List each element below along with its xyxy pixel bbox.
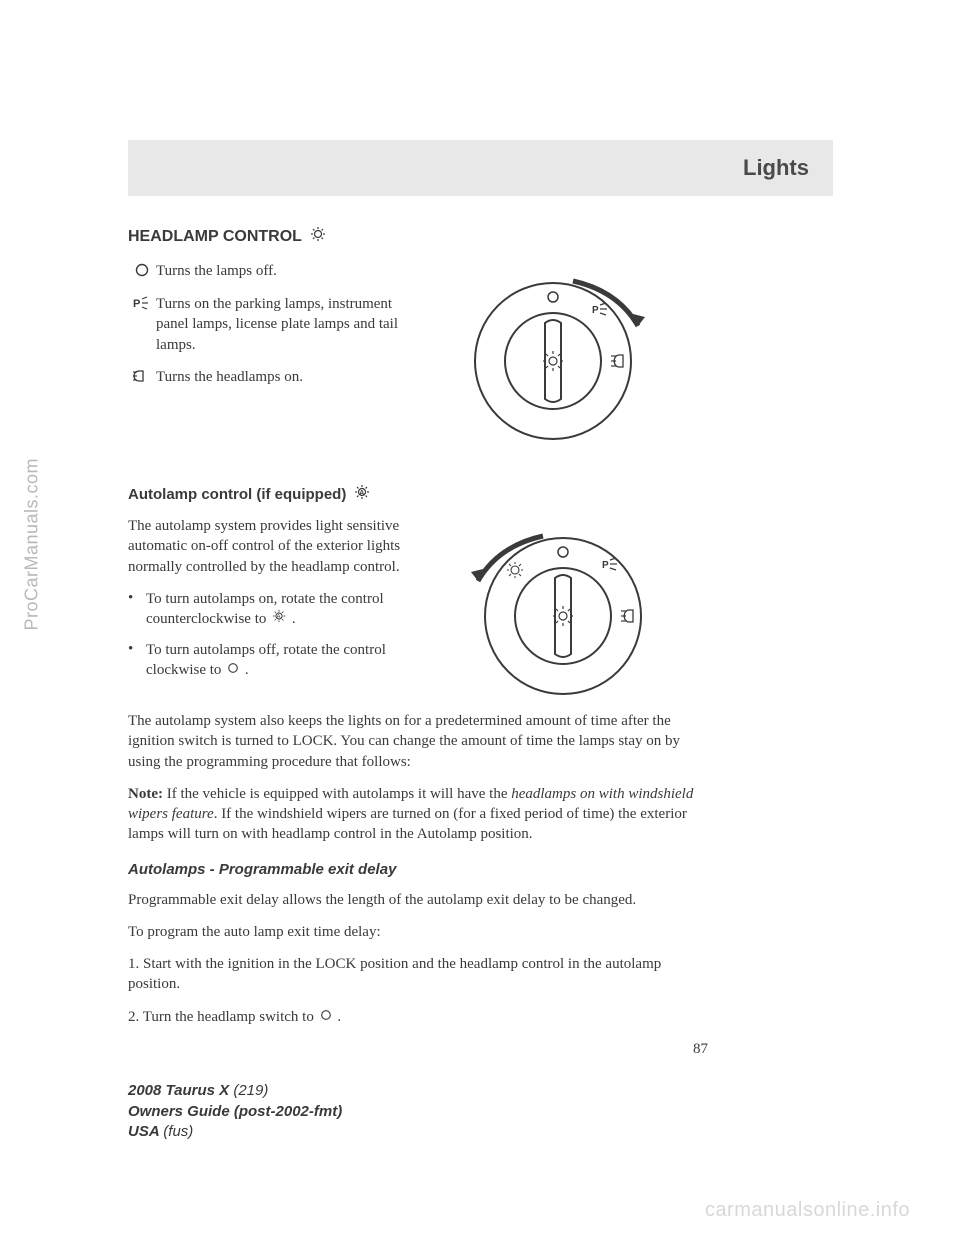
svg-text:P: P <box>602 560 609 571</box>
parking-lamp-icon: P <box>133 296 151 315</box>
step2-prefix: 2. Turn the headlamp switch to <box>128 1009 314 1025</box>
watermark-bottom: carmanualsonline.info <box>705 1199 910 1222</box>
svg-text:A: A <box>360 490 365 497</box>
autolamp-bullet-1: • To turn autolamps on, rotate the contr… <box>128 589 403 630</box>
off-inline-icon-2 <box>320 1007 332 1027</box>
exit-delay-step1: 1. Start with the ignition in the LOCK p… <box>128 954 708 995</box>
bullet-dot-icon: • <box>128 640 146 658</box>
watermark-left: ProCarManuals.com <box>22 458 43 631</box>
footer-model-code: (219) <box>233 1082 268 1099</box>
footer-guide: Owners Guide (post-2002-fmt) <box>128 1102 342 1122</box>
autolamp-intro: The autolamp system provides light sensi… <box>128 516 403 577</box>
bullet2-suffix: . <box>245 662 249 678</box>
autolamp-para2: The autolamp system also keeps the light… <box>128 711 708 772</box>
note-text1: If the vehicle is equipped with autolamp… <box>163 786 511 802</box>
autolamp-dial-figure: P <box>453 516 663 711</box>
page-content: Lights HEADLAMP CONTROL <box>128 140 833 1058</box>
svg-text:P: P <box>133 298 140 310</box>
autolamp-heading-text: Autolamp control (if equipped) <box>128 486 346 503</box>
header-title: Lights <box>743 155 809 181</box>
headlamp-heading: HEADLAMP CONTROL <box>128 226 708 247</box>
bullet1-prefix: To turn autolamps on, rotate the control… <box>146 591 384 627</box>
footer: 2008 Taurus X (219) Owners Guide (post-2… <box>128 1081 342 1142</box>
headlamps-item: Turns the headlamps on. <box>128 367 403 388</box>
note-label: Note: <box>128 786 163 802</box>
header-bar: Lights <box>128 140 833 196</box>
headlamp-beam-icon <box>132 369 152 388</box>
off-circle-icon <box>135 263 149 282</box>
footer-region-code: (fus) <box>163 1123 193 1140</box>
headlamp-heading-text: HEADLAMP CONTROL <box>128 228 302 246</box>
autolamp-heading: Autolamp control (if equipped) A <box>128 484 708 504</box>
autolamp-bullet-2: • To turn autolamps off, rotate the cont… <box>128 640 403 681</box>
bullet-dot-icon: • <box>128 589 146 607</box>
footer-region-name: USA <box>128 1123 159 1140</box>
headlamps-text: Turns the headlamps on. <box>156 367 303 387</box>
parking-item: P Turns on the parking lamps, instrument… <box>128 294 403 355</box>
svg-text:P: P <box>592 305 599 316</box>
step2-suffix: . <box>337 1009 341 1025</box>
headlamp-dial-figure: P <box>453 261 663 456</box>
exit-delay-para2: To program the auto lamp exit time delay… <box>128 922 708 942</box>
autolamp-icon: A <box>354 484 370 504</box>
light-bulb-icon <box>310 226 326 247</box>
svg-text:A: A <box>277 614 282 621</box>
off-text: Turns the lamps off. <box>156 261 277 281</box>
footer-region: USA (fus) <box>128 1122 342 1142</box>
off-item: Turns the lamps off. <box>128 261 403 282</box>
exit-delay-heading: Autolamps - Programmable exit delay <box>128 861 708 878</box>
parking-text: Turns on the parking lamps, instrument p… <box>156 294 403 355</box>
page-number: 87 <box>128 1041 708 1058</box>
exit-delay-para1: Programmable exit delay allows the lengt… <box>128 890 708 910</box>
bullet2-prefix: To turn autolamps off, rotate the contro… <box>146 642 386 678</box>
autolamp-note: Note: If the vehicle is equipped with au… <box>128 784 708 845</box>
autolamp-inline-icon: A <box>272 609 286 629</box>
off-inline-icon <box>227 660 239 680</box>
footer-model: 2008 Taurus X (219) <box>128 1081 342 1101</box>
exit-delay-step2: 2. Turn the headlamp switch to . <box>128 1007 708 1028</box>
footer-model-name: 2008 Taurus X <box>128 1082 229 1099</box>
bullet1-suffix: . <box>292 611 296 627</box>
